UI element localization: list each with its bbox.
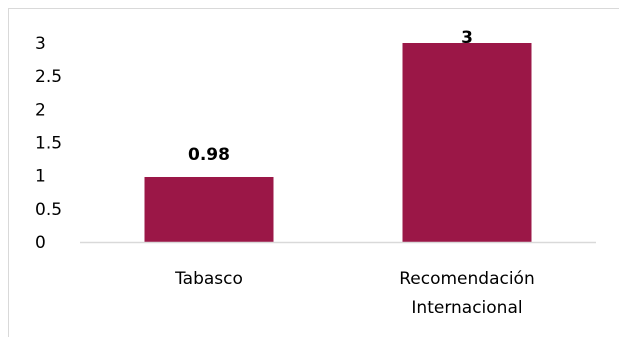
chart-frame-left-border: [8, 8, 9, 337]
data-labels: 0.98 3: [188, 28, 473, 165]
y-tick-label: 1: [35, 167, 46, 187]
bars: [144, 43, 532, 242]
bar: [402, 43, 532, 242]
chart-frame-top-border: [8, 8, 619, 9]
x-category-label: Recomendación Internacional: [399, 269, 535, 318]
y-tick-label: 1.5: [35, 134, 62, 154]
y-tick-label: 2.5: [35, 67, 62, 87]
x-category-label: Tabasco: [174, 269, 243, 289]
y-axis: 0 0.5 1 1.5 2 2.5 3: [35, 34, 62, 253]
y-tick-label: 0.5: [35, 200, 62, 220]
y-tick-label: 0: [35, 233, 46, 253]
category-labels: Tabasco Recomendación Internacional: [174, 269, 535, 318]
y-tick-label: 2: [35, 100, 46, 120]
bar: [144, 176, 274, 242]
y-tick-label: 3: [35, 34, 46, 54]
data-label: 0.98: [188, 145, 230, 165]
data-label: 3: [461, 28, 473, 48]
